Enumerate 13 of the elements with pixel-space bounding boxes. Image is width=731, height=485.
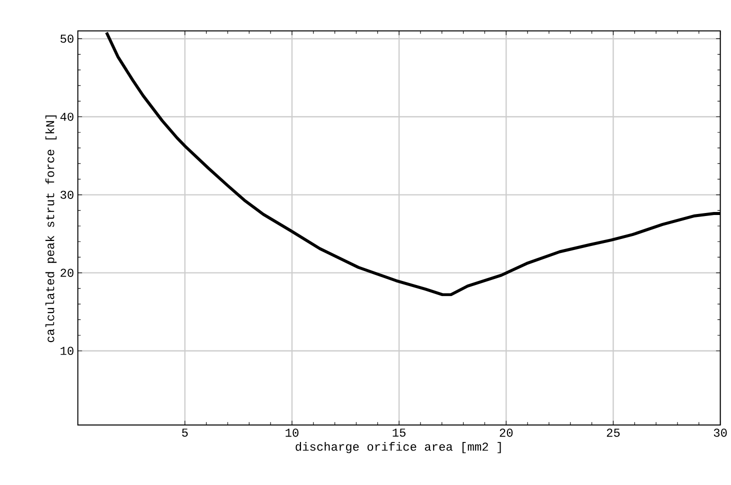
y-axis-title: calculated peak strut force [kN]: [45, 116, 57, 342]
x-tick-label: 30: [714, 428, 727, 437]
x-tick-label: 25: [606, 428, 620, 437]
x-tick-label: 5: [182, 428, 188, 437]
y-tick-label: 40: [60, 112, 74, 121]
x-axis-title: discharge orifice area [mm2 ]: [296, 442, 501, 454]
y-tick-label: 50: [60, 34, 74, 43]
y-tick-label: 20: [60, 268, 74, 277]
y-tick-label: 10: [60, 346, 74, 355]
x-tick-label: 15: [392, 428, 406, 437]
x-tick-label: 20: [500, 428, 513, 437]
y-tick-label: 30: [60, 190, 74, 199]
x-tick-label: 10: [286, 428, 298, 437]
